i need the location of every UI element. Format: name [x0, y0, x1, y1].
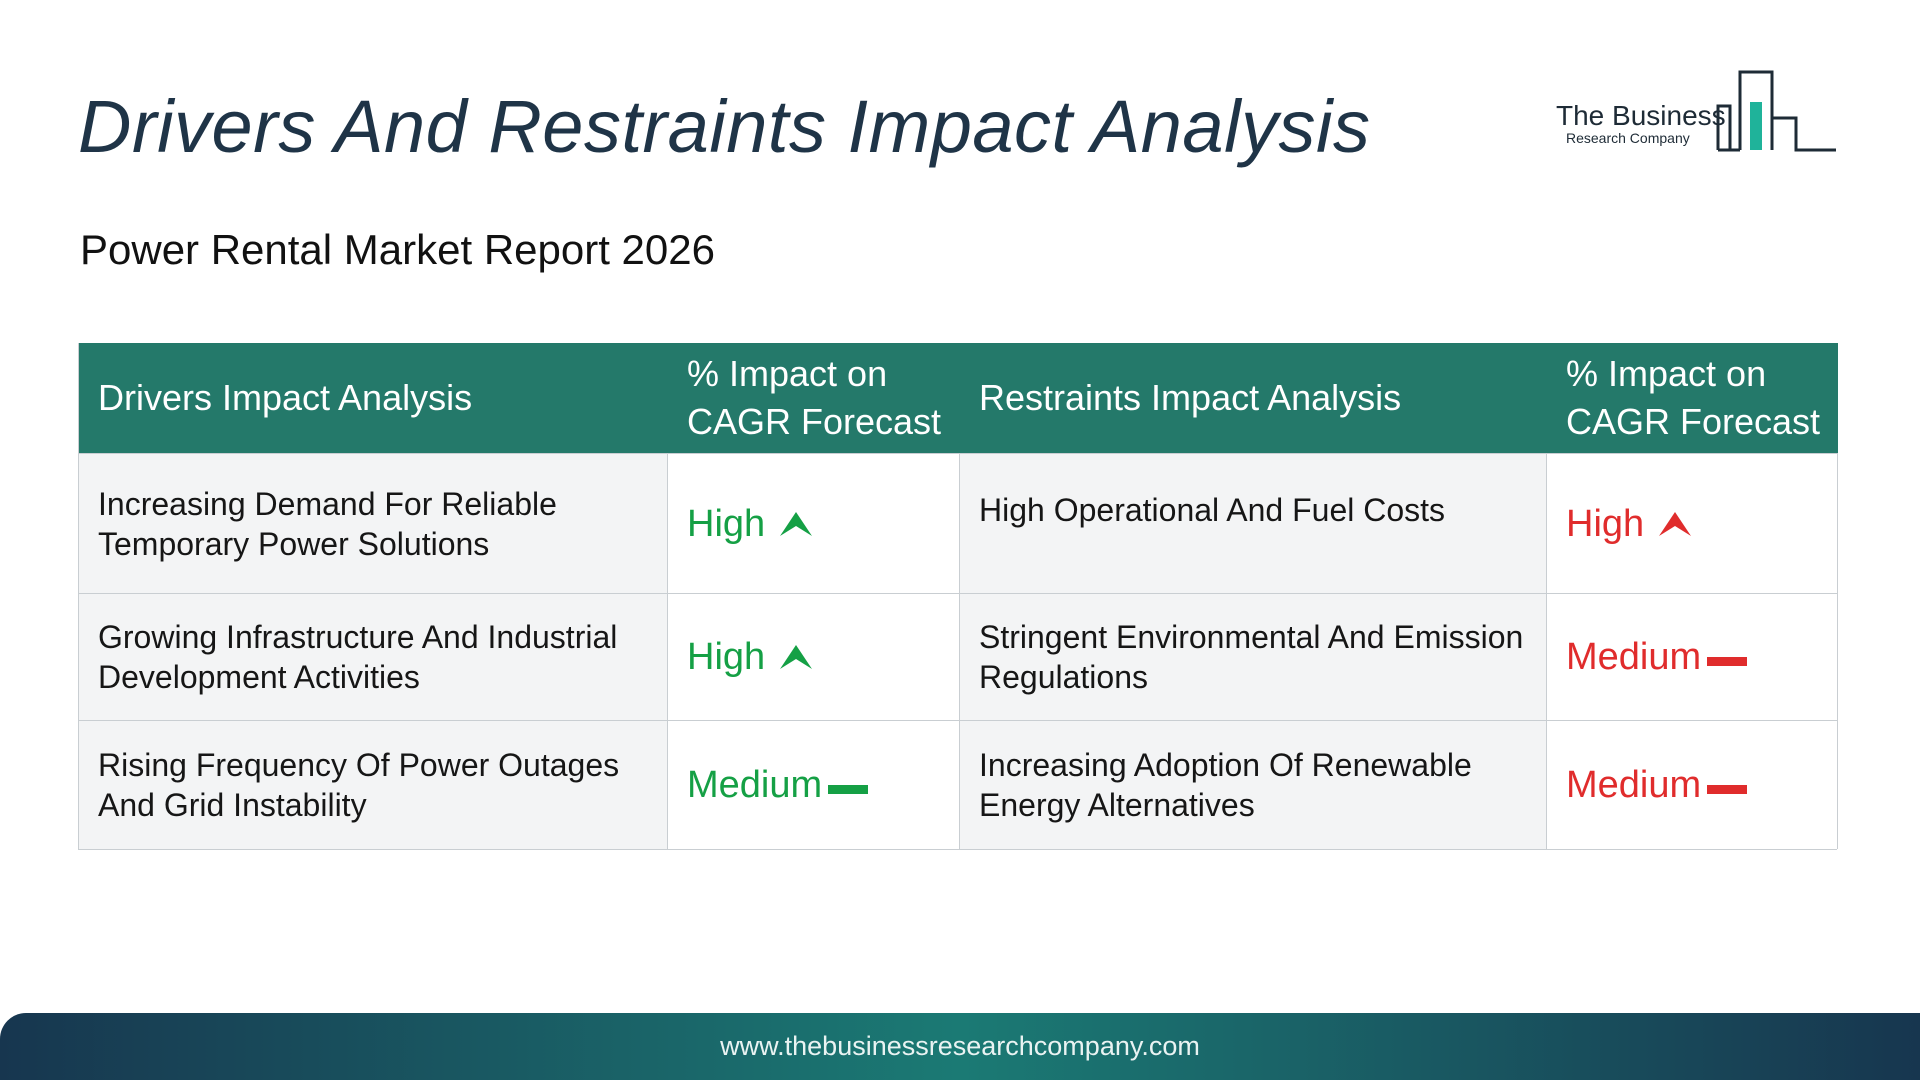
- bar-building-icon: [1716, 70, 1836, 152]
- restraint-cell: Increasing Adoption Of Renewable Energy …: [960, 720, 1547, 849]
- logo-subtitle: Research Company: [1566, 130, 1690, 146]
- footer-bar: www.thebusinessresearchcompany.com: [0, 1013, 1920, 1080]
- impact-level-label: Medium: [1566, 764, 1702, 806]
- impact-analysis-table: Drivers Impact Analysis % Impact on CAGR…: [78, 343, 1838, 850]
- driver-impact-cell: High: [668, 593, 960, 720]
- header-restraints: Restraints Impact Analysis: [960, 343, 1547, 453]
- header-restraint-impact: % Impact on CAGR Forecast: [1547, 343, 1838, 453]
- impact-level: Medium: [1566, 764, 1748, 806]
- restraint-impact-cell: Medium: [1547, 593, 1838, 720]
- logo-name: The Business: [1556, 100, 1726, 131]
- driver-cell: Increasing Demand For Reliable Temporary…: [79, 453, 668, 593]
- restraint-impact-cell: Medium: [1547, 720, 1838, 849]
- impact-level: Medium: [1566, 636, 1748, 678]
- restraint-cell: High Operational And Fuel Costs: [960, 453, 1547, 593]
- impact-level-label: High: [687, 636, 766, 678]
- impact-level-label: Medium: [1566, 636, 1702, 678]
- impact-level-label: High: [687, 502, 766, 545]
- footer-url-link[interactable]: www.thebusinessresearchcompany.com: [720, 1031, 1200, 1061]
- impact-level: High: [1566, 504, 1692, 544]
- driver-impact-cell: High: [668, 453, 960, 593]
- up-arrow-icon: [780, 511, 813, 536]
- up-arrow-icon: [1659, 511, 1692, 536]
- dash-icon: [1707, 784, 1748, 794]
- driver-impact-cell: Medium: [668, 720, 960, 849]
- header-drivers: Drivers Impact Analysis: [79, 343, 668, 453]
- company-logo: The Business Research Company: [1556, 66, 1836, 156]
- report-subtitle: Power Rental Market Report 2026: [80, 226, 715, 273]
- impact-level: High: [687, 637, 813, 677]
- restraint-impact-cell: High: [1547, 453, 1838, 593]
- driver-cell: Rising Frequency Of Power Outages And Gr…: [79, 720, 668, 849]
- dash-icon: [828, 784, 869, 794]
- header-driver-impact: % Impact on CAGR Forecast: [668, 343, 960, 453]
- driver-cell: Growing Infrastructure And Industrial De…: [79, 593, 668, 720]
- impact-level-label: Medium: [687, 764, 823, 806]
- impact-level: High: [687, 504, 813, 544]
- impact-level-label: High: [1566, 502, 1645, 545]
- restraint-cell: Stringent Environmental And Emission Reg…: [960, 593, 1547, 720]
- impact-level: Medium: [687, 764, 869, 806]
- up-arrow-icon: [780, 645, 813, 669]
- dash-icon: [1707, 656, 1748, 666]
- page-title: Drivers And Restraints Impact Analysis: [78, 85, 1371, 168]
